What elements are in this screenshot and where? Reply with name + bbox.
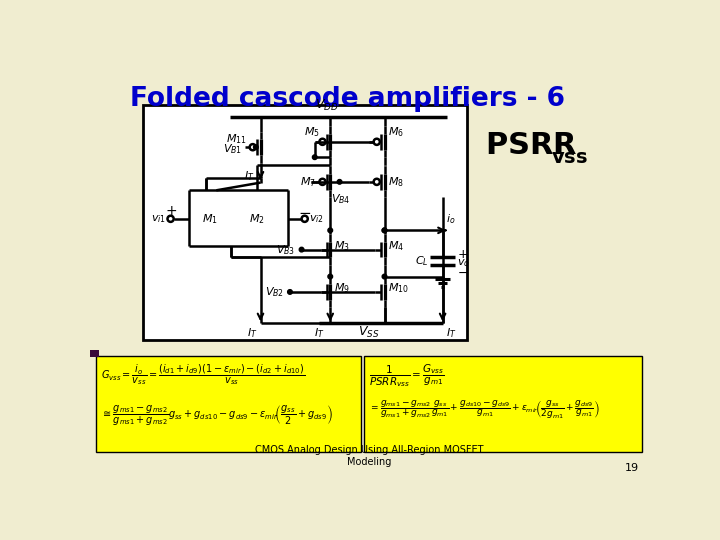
Circle shape (337, 179, 342, 184)
Text: $I_T$: $I_T$ (313, 327, 324, 340)
Circle shape (287, 289, 292, 294)
Text: $V_{B1}$: $V_{B1}$ (223, 142, 243, 156)
Text: $\mathbf{vss}$: $\mathbf{vss}$ (551, 148, 588, 167)
Text: $M_2$: $M_2$ (248, 212, 264, 226)
Text: 19: 19 (624, 463, 639, 473)
Text: $V_{B3}$: $V_{B3}$ (276, 242, 295, 256)
Text: $M_5$: $M_5$ (304, 126, 320, 139)
Text: $M_4$: $M_4$ (388, 239, 405, 253)
Text: $v_o$: $v_o$ (456, 258, 469, 269)
Circle shape (382, 274, 387, 279)
Text: $i_o$: $i_o$ (446, 212, 455, 226)
Text: $V_{B2}$: $V_{B2}$ (265, 285, 284, 299)
Circle shape (328, 274, 333, 279)
Text: $C_L$: $C_L$ (415, 254, 428, 268)
Text: $M_{11}$: $M_{11}$ (226, 133, 246, 146)
Text: $I_T$: $I_T$ (244, 170, 254, 184)
Text: $M_9$: $M_9$ (334, 281, 350, 295)
Text: $M_7$: $M_7$ (300, 175, 316, 189)
Text: $\mathbf{PSRR}$: $\mathbf{PSRR}$ (485, 131, 578, 160)
Bar (96, 356, 361, 452)
Text: $v_{i2}$: $v_{i2}$ (310, 213, 324, 225)
Bar (143, 105, 467, 340)
Text: $M_1$: $M_1$ (202, 212, 218, 226)
Circle shape (312, 155, 317, 159)
Text: $= \dfrac{g_{ms1}-g_{ms2}}{g_{ms1}+g_{ms2}}\dfrac{g_{ss}}{g_{m1}}+\dfrac{g_{ds10: $= \dfrac{g_{ms1}-g_{ms2}}{g_{ms1}+g_{ms… (369, 398, 600, 421)
Text: $I_T$: $I_T$ (446, 327, 456, 340)
Text: $V_{B4}$: $V_{B4}$ (331, 193, 351, 206)
Text: $v_{i1}$: $v_{i1}$ (151, 213, 166, 225)
Text: $-$: $-$ (298, 204, 311, 219)
Circle shape (382, 228, 387, 233)
Text: $I_T$: $I_T$ (247, 327, 258, 340)
Text: CMOS Analog Design Using All-Region MOSFET
Modeling: CMOS Analog Design Using All-Region MOSF… (255, 445, 483, 467)
Bar (364, 356, 642, 452)
Circle shape (253, 145, 258, 150)
Text: $M_6$: $M_6$ (388, 126, 405, 139)
Text: $\cong \dfrac{g_{ms1}-g_{ms2}}{g_{ms1}+g_{ms2}}g_{ss}+g_{ds10}-g_{ds9}-\varepsil: $\cong \dfrac{g_{ms1}-g_{ms2}}{g_{ms1}+g… (101, 403, 333, 428)
Text: $-$: $-$ (456, 266, 468, 279)
Bar (90, 350, 99, 357)
Text: $M_3$: $M_3$ (334, 239, 350, 253)
Circle shape (328, 228, 333, 233)
Text: $G_{vss} = \dfrac{i_o}{v_{ss}} = \dfrac{(i_{d1}+i_{d9})(1-\varepsilon_{mir})-(i_: $G_{vss} = \dfrac{i_o}{v_{ss}} = \dfrac{… (101, 362, 305, 387)
Text: Folded cascode amplifiers - 6: Folded cascode amplifiers - 6 (130, 86, 565, 112)
Text: $+$: $+$ (456, 248, 468, 261)
Text: $M_{10}$: $M_{10}$ (388, 281, 409, 295)
Circle shape (300, 247, 304, 252)
Text: $\dfrac{1}{PSRR_{vss}} = \dfrac{G_{vss}}{g_{m1}}$: $\dfrac{1}{PSRR_{vss}} = \dfrac{G_{vss}}… (369, 362, 445, 389)
Text: $V_{DD}$: $V_{DD}$ (315, 97, 338, 112)
Circle shape (382, 228, 387, 233)
Text: $M_8$: $M_8$ (388, 175, 405, 189)
Text: $+$: $+$ (165, 204, 176, 218)
Text: $V_{SS}$: $V_{SS}$ (359, 325, 379, 340)
